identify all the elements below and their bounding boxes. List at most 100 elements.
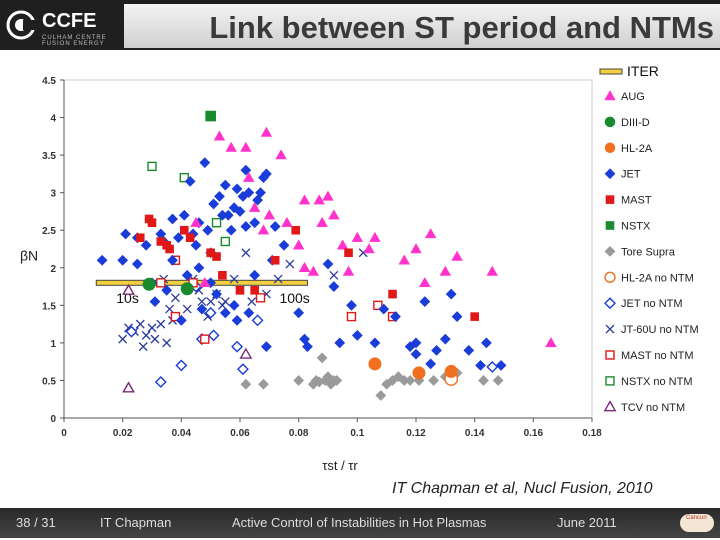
data-point-jt-60u-no-ntm-stroke	[329, 270, 339, 280]
legend-label-nstx-no-ntm: NSTX no NTM	[621, 376, 693, 388]
legend-marker-hl-2a	[604, 142, 616, 154]
data-point-jet	[214, 191, 225, 202]
data-point-jet	[261, 341, 272, 353]
data-point-jet	[351, 329, 363, 341]
data-point-nstx-no-ntm	[211, 218, 222, 228]
data-point-aug	[240, 141, 252, 152]
data-point-mast	[270, 255, 280, 265]
data-point-jet	[240, 221, 252, 232]
y-tick-label: 1.5	[42, 301, 56, 312]
data-point-aug	[342, 265, 355, 276]
data-point-jt-60u-no-ntm-stroke	[135, 319, 145, 329]
data-point-aug	[225, 141, 237, 152]
data-point-jt-60u-no-ntm-stroke	[197, 297, 207, 307]
data-point-jet	[249, 217, 261, 229]
data-point-jet-no-ntm	[204, 306, 217, 319]
data-point-jt-60u-no-ntm-stroke	[171, 293, 180, 303]
data-point-aug	[410, 243, 422, 254]
logo-subtitle: CULHAM CENTRE FUSION ENERGY	[42, 35, 107, 47]
data-point-aug	[369, 231, 381, 242]
data-point-tore-supra	[240, 378, 252, 390]
data-point-jet	[451, 311, 463, 322]
legend-marker-jet	[604, 168, 616, 180]
citation: IT Chapman et al, Nucl Fusion, 2010	[392, 480, 653, 497]
data-point-jet	[167, 213, 178, 225]
data-point-jt-60u-no-ntm-stroke	[206, 297, 216, 307]
slide-title: Link between ST period and NTMs	[209, 10, 714, 45]
data-point-tore-supra	[293, 375, 305, 386]
data-point-aug	[190, 216, 202, 227]
x-tick-label: 0.06	[230, 428, 250, 439]
data-point-jet	[278, 239, 290, 251]
data-point-jet	[149, 296, 161, 307]
data-point-aug	[316, 216, 328, 227]
data-point-jet	[228, 299, 240, 311]
y-tick-label: 0.5	[42, 376, 56, 387]
data-point-jet	[202, 224, 214, 236]
conference-logo	[680, 514, 714, 532]
data-point-jet	[249, 269, 261, 281]
data-point-hl-2a	[444, 364, 458, 378]
data-point-jet-no-ntm	[486, 360, 499, 373]
data-point-jet	[196, 303, 208, 315]
data-point-jet	[243, 307, 255, 319]
legend-label-tcv-no-ntm: TCV no NTM	[621, 402, 685, 414]
data-point-mast-no-ntm	[200, 334, 210, 344]
data-point-mast	[165, 244, 174, 254]
data-point-jt-60u-no-ntm	[229, 274, 239, 284]
data-point-jet	[199, 157, 211, 169]
data-point-jt-60u-no-ntm	[241, 248, 251, 258]
data-point-jet	[140, 239, 152, 251]
data-point-mast	[147, 218, 157, 228]
data-point-jt-60u-no-ntm	[285, 259, 295, 269]
x-tick-label: 0.12	[406, 428, 426, 439]
data-point-jet	[178, 209, 190, 221]
data-point-jt-60u-no-ntm	[138, 342, 148, 352]
legend-marker-diii-d	[604, 116, 616, 128]
data-point-aug	[292, 239, 305, 250]
data-point-aug	[313, 194, 325, 205]
data-point-tore-supra	[404, 375, 416, 386]
x-tick-label: 0.14	[465, 428, 485, 439]
legend-label-iter: ITER	[627, 63, 659, 79]
data-point-jet	[231, 314, 243, 326]
data-point-mast	[291, 225, 301, 235]
data-points	[96, 110, 557, 401]
legend-label-jet: JET	[621, 169, 641, 181]
data-point-jt-60u-no-ntm-stroke	[165, 304, 175, 314]
data-point-diii-d	[142, 277, 156, 291]
data-point-aug	[257, 224, 270, 235]
data-point-mast	[470, 312, 479, 321]
data-point-jt-60u-no-ntm-stroke	[147, 323, 157, 333]
x-tick-label: 0.16	[524, 428, 544, 439]
data-point-mast	[250, 286, 259, 295]
footer-date: June 2011	[557, 515, 617, 530]
y-tick-label: 0	[50, 414, 56, 425]
data-point-tore-supra	[375, 390, 387, 401]
data-point-mast-no-ntm	[346, 311, 357, 322]
data-point-jet	[293, 307, 305, 319]
data-point-jet-no-ntm	[251, 314, 264, 327]
data-point-jet	[390, 311, 401, 322]
data-point-mast	[344, 248, 353, 258]
data-point-jet	[463, 345, 475, 356]
legend-label-nstx: NSTX	[621, 221, 651, 233]
data-point-jet	[269, 221, 281, 232]
data-point-jet	[117, 254, 129, 266]
y-tick-label: 4.5	[42, 76, 56, 87]
data-point-tore-supra	[331, 375, 343, 386]
data-point-jt-60u-no-ntm-stroke	[124, 323, 133, 333]
data-point-jet	[96, 254, 108, 266]
data-point-jt-60u-no-ntm	[247, 297, 257, 307]
data-point-mast-no-ntm	[170, 311, 181, 322]
data-point-jet-no-ntm	[175, 359, 188, 372]
x-tick-label: 0.04	[172, 428, 192, 439]
data-point-jet-no-ntm	[154, 375, 167, 388]
x-tick-label: 0	[61, 428, 67, 439]
ccfe-logo: CCFE CULHAM CENTRE FUSION ENERGY	[2, 2, 124, 48]
data-point-jet	[410, 337, 422, 349]
data-point-jt-60u-no-ntm	[182, 304, 192, 314]
data-point-mast	[179, 225, 189, 235]
data-point-aug	[307, 265, 320, 276]
data-point-jet	[378, 303, 390, 315]
